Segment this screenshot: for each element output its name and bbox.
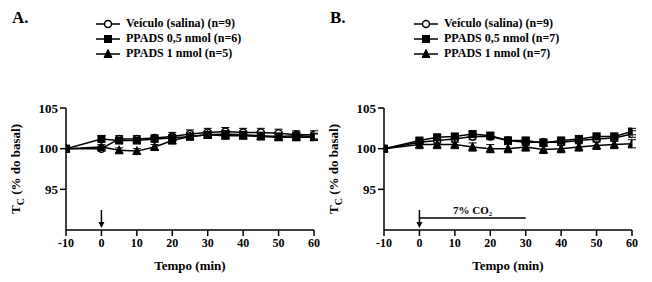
svg-text:7% CO₂: 7% CO₂ — [453, 204, 493, 216]
svg-text:30: 30 — [520, 236, 532, 250]
html-text:Veículo (salina) (n=9): Veículo (salina) (n=9) — [126, 16, 236, 30]
svg-text:30: 30 — [202, 236, 214, 250]
svg-text:50: 50 — [591, 236, 603, 250]
svg-text:20: 20 — [484, 236, 496, 250]
svg-text:100: 100 — [357, 141, 377, 156]
svg-text:105: 105 — [357, 101, 377, 116]
html-text:A.: A. — [12, 8, 29, 27]
html-text:PPADS 0,5 nmol (n=6): PPADS 0,5 nmol (n=6) — [126, 31, 242, 45]
svg-text:100: 100 — [39, 141, 59, 156]
svg-text:10: 10 — [449, 236, 461, 250]
html-text:PPADS 1 nmol (n=7): PPADS 1 nmol (n=7) — [444, 46, 551, 60]
svg-text:0: 0 — [98, 236, 104, 250]
html-text:Veículo (salina) (n=9): Veículo (salina) (n=9) — [444, 16, 554, 30]
svg-text:50: 50 — [273, 236, 285, 250]
svg-text:60: 60 — [308, 236, 320, 250]
svg-text:20: 20 — [166, 236, 178, 250]
svg-text:40: 40 — [555, 236, 567, 250]
svg-text:0: 0 — [416, 236, 422, 250]
svg-text:TC (% do basal): TC (% do basal) — [326, 124, 344, 214]
html-text:PPADS 1 nmol (n=5): PPADS 1 nmol (n=5) — [126, 46, 233, 60]
svg-text:40: 40 — [237, 236, 249, 250]
html-text:PPADS 0,5 nmol (n=7): PPADS 0,5 nmol (n=7) — [444, 31, 560, 45]
svg-text:TC (% do basal): TC (% do basal) — [8, 124, 26, 214]
svg-text:-10: -10 — [376, 236, 392, 250]
svg-text:Tempo (min): Tempo (min) — [154, 258, 225, 273]
svg-text:Tempo (min): Tempo (min) — [472, 258, 543, 273]
svg-text:95: 95 — [363, 182, 377, 197]
svg-text:60: 60 — [626, 236, 638, 250]
svg-text:10: 10 — [131, 236, 143, 250]
svg-text:95: 95 — [45, 182, 59, 197]
svg-text:105: 105 — [39, 101, 59, 116]
svg-text:-10: -10 — [58, 236, 74, 250]
html-text:B.: B. — [330, 8, 346, 27]
